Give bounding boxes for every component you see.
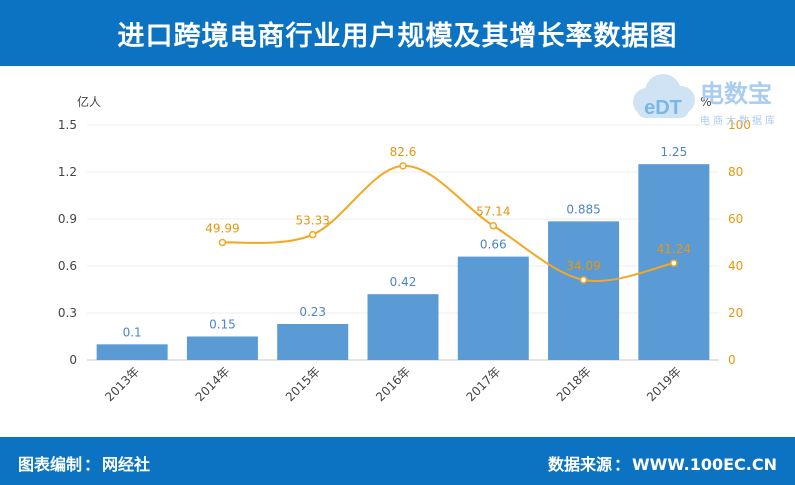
y-left-tick-label: 0.6 [58, 259, 77, 273]
line-point [218, 238, 227, 247]
bar-line-chart: 0 0.3 0.6 0.9 1.2 1.5 0 20 40 60 80 100 亿人 % 0.1 0.15 0.… [58, 94, 751, 404]
bar [548, 221, 620, 360]
line-data-label: 34.09 [566, 259, 600, 273]
credit-sep: ： [84, 455, 101, 474]
logo-subtext: 电商大数据库 [700, 114, 778, 127]
x-tick-label: 2013年 [102, 364, 142, 404]
bar [277, 323, 349, 360]
source-label: 数据来源 [547, 455, 612, 474]
bar [367, 294, 439, 360]
bar-data-label: 0.15 [209, 318, 236, 332]
x-tick-label: 2017年 [463, 364, 503, 404]
y-left-axis-label: 亿人 [77, 94, 101, 109]
y-right-tick-label: 100 [728, 118, 751, 132]
logo: eDT 电数宝 电商大数据库 [633, 74, 778, 127]
y-left-tick-label: 0.9 [58, 212, 77, 226]
x-tick-label: 2018年 [554, 364, 594, 404]
footer-credit: 图表编制：网经社 [18, 451, 150, 475]
bar-data-label: 0.23 [299, 305, 326, 319]
x-tick-label: 2015年 [283, 364, 323, 404]
y-right-axis-label: % [700, 95, 711, 109]
footer-bar: 图表编制：网经社 数据来源： WWW.100EC.CN [0, 437, 795, 485]
line-data-label: 82.6 [390, 145, 417, 159]
footer-source: 数据来源： WWW.100EC.CN [548, 451, 777, 475]
source-sep: ： [613, 455, 630, 474]
x-tick-label: 2019年 [644, 364, 684, 404]
line-point [670, 259, 678, 267]
x-tick-label: 2014年 [193, 364, 233, 404]
cloud-logo-icon: eDT [633, 74, 695, 119]
line-data-label: 49.99 [205, 222, 239, 236]
bar-data-label: 0.42 [390, 275, 417, 289]
y-left-tick-label: 1.5 [58, 118, 77, 132]
bar-data-label: 0.1 [123, 325, 142, 339]
line-data-label: 57.14 [476, 205, 510, 219]
line-point [489, 221, 498, 230]
credit-label: 图表编制 [18, 455, 83, 474]
line-point [579, 276, 588, 284]
y-left-tick-label: 1.2 [58, 165, 77, 179]
source-value: WWW.100EC.CN [632, 455, 777, 474]
line-point [399, 162, 407, 170]
logo-mark: eDT [644, 97, 682, 119]
line-point [308, 230, 317, 239]
x-tick-label: 2016年 [373, 364, 413, 404]
credit-value: 网经社 [102, 455, 151, 474]
bar [457, 256, 529, 360]
bar-data-label: 0.66 [480, 238, 507, 252]
y-right-tick-label: 60 [728, 212, 743, 226]
y-right-tick-label: 40 [728, 259, 743, 273]
y-right-tick-label: 80 [728, 165, 743, 179]
bar [96, 344, 168, 360]
line-data-label: 41.24 [657, 242, 691, 256]
bar-data-label: 0.885 [566, 202, 600, 216]
y-left-tick-label: 0 [69, 353, 77, 367]
chart-title: 进口跨境电商行业用户规模及其增长率数据图 [117, 20, 678, 52]
bar-data-label: 1.25 [660, 145, 687, 159]
y-right-tick-label: 20 [728, 306, 743, 320]
line-data-label: 53.33 [296, 214, 330, 228]
y-left-tick-label: 0.3 [58, 306, 77, 320]
y-right-tick-label: 0 [728, 353, 736, 367]
header-bar: 进口跨境电商行业用户规模及其增长率数据图 [0, 0, 795, 66]
bar [186, 336, 258, 360]
logo-text: 电数宝 [700, 80, 772, 108]
